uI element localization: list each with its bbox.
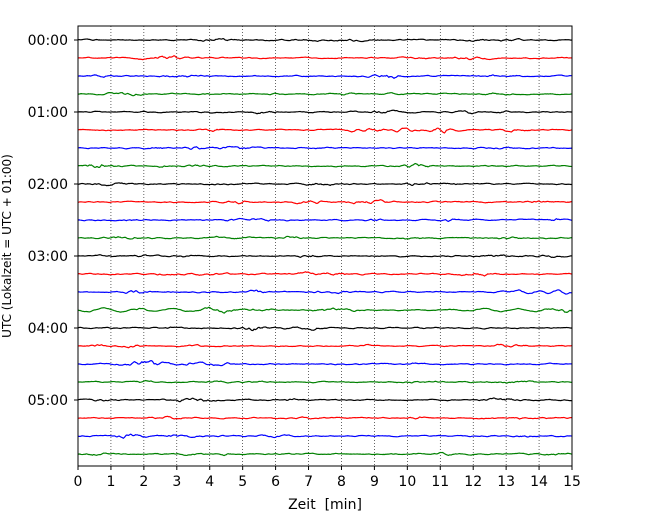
plot-background — [78, 26, 572, 466]
y-tick-label-0: 00:00 — [28, 33, 68, 49]
trace-0400 — [77, 326, 573, 332]
trace-0030 — [77, 74, 573, 79]
x-tick-label-14: 14 — [530, 474, 548, 490]
x-tick-label-15: 15 — [563, 474, 581, 490]
trace-0215 — [77, 199, 573, 205]
trace-0130 — [77, 145, 573, 150]
x-tick-label-0: 0 — [74, 474, 83, 490]
x-tick-label-4: 4 — [205, 474, 214, 490]
seismic-traces — [77, 37, 573, 457]
x-tick-label-5: 5 — [238, 474, 247, 490]
trace-0315 — [77, 271, 573, 277]
y-tick-label-1: 01:00 — [28, 105, 68, 121]
trace-0000 — [77, 37, 573, 43]
trace-0345 — [77, 306, 573, 314]
trace-0230 — [77, 217, 573, 222]
y-axis-label: UTC (Lokalzeit = UTC + 01:00) — [0, 154, 14, 338]
trace-0245 — [77, 235, 573, 240]
trace-0545 — [77, 451, 573, 457]
x-tick-label-2: 2 — [139, 474, 148, 490]
x-tick-label-8: 8 — [337, 474, 346, 490]
trace-0200 — [77, 182, 573, 187]
x-tick-label-6: 6 — [271, 474, 280, 490]
trace-0515 — [77, 415, 573, 420]
trace-0500 — [77, 397, 573, 403]
vertical-grid — [110, 26, 540, 466]
x-tick-label-1: 1 — [106, 474, 115, 490]
y-tick-label-2: 02:00 — [28, 177, 68, 193]
trace-0430 — [77, 360, 573, 367]
trace-0415 — [77, 343, 573, 349]
trace-0300 — [77, 254, 573, 259]
trace-0115 — [77, 127, 573, 134]
y-tick-label-5: 05:00 — [28, 393, 68, 409]
y-axis-ticks: 00:00 01:00 02:00 03:00 04:00 05:00 — [28, 33, 78, 409]
trace-0015 — [77, 55, 573, 61]
trace-0445 — [77, 379, 573, 384]
trace-0530 — [77, 433, 573, 439]
x-axis-label: Zeit [min] — [288, 497, 362, 513]
trace-0145 — [77, 162, 573, 169]
x-tick-label-12: 12 — [464, 474, 482, 490]
x-tick-label-3: 3 — [172, 474, 181, 490]
y-tick-label-3: 03:00 — [28, 249, 68, 265]
x-tick-label-9: 9 — [370, 474, 379, 490]
x-tick-label-7: 7 — [304, 474, 313, 490]
trace-0330 — [77, 289, 573, 295]
plot-frame — [77, 25, 573, 467]
trace-0100 — [77, 109, 573, 115]
x-tick-label-13: 13 — [497, 474, 515, 490]
x-tick-label-11: 11 — [431, 474, 449, 490]
y-tick-label-4: 04:00 — [28, 321, 68, 337]
x-tick-label-10: 10 — [398, 474, 416, 490]
trace-0045 — [77, 91, 573, 97]
x-axis-ticks: 0 1 2 3 4 5 6 7 8 9 10 11 12 13 14 15 — [74, 466, 581, 490]
